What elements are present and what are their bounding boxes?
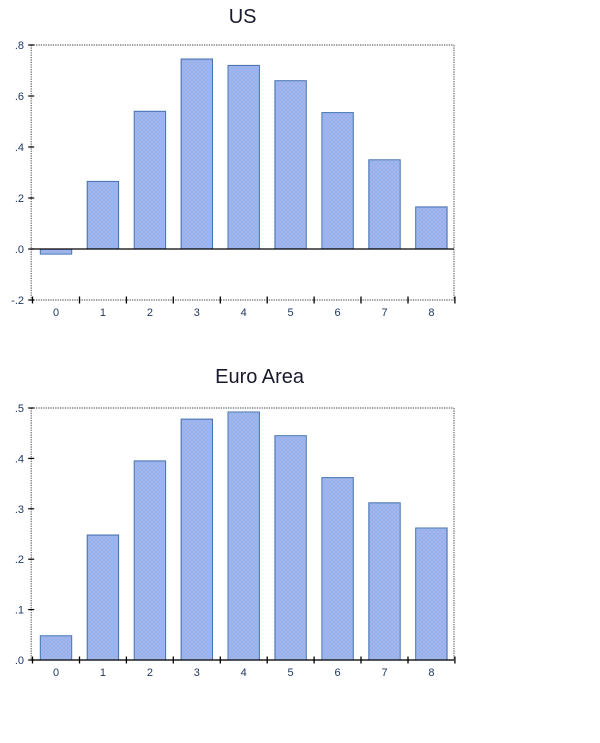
- svg-text:.2: .2: [15, 554, 24, 566]
- svg-text:.6: .6: [15, 91, 24, 103]
- svg-text:5: 5: [288, 307, 294, 319]
- svg-text:7: 7: [381, 307, 387, 319]
- svg-text:.0: .0: [15, 244, 24, 256]
- svg-text:2: 2: [147, 667, 153, 679]
- svg-text:.2: .2: [15, 193, 24, 205]
- svg-text:0: 0: [53, 667, 59, 679]
- svg-text:.1: .1: [15, 605, 24, 617]
- svg-text:3: 3: [194, 667, 200, 679]
- svg-text:0: 0: [53, 307, 59, 319]
- svg-text:.4: .4: [15, 453, 24, 465]
- svg-text:7: 7: [381, 667, 387, 679]
- svg-text:.4: .4: [15, 142, 24, 154]
- svg-text:US: US: [229, 6, 257, 28]
- svg-text:3: 3: [194, 307, 200, 319]
- svg-text:4: 4: [241, 307, 247, 319]
- svg-text:1: 1: [100, 667, 106, 679]
- svg-text:8: 8: [428, 307, 434, 319]
- svg-text:.0: .0: [15, 655, 24, 667]
- svg-text:1: 1: [100, 307, 106, 319]
- svg-text:Euro Area: Euro Area: [215, 366, 305, 388]
- svg-text:6: 6: [335, 667, 341, 679]
- svg-text:.8: .8: [15, 40, 24, 52]
- svg-text:5: 5: [288, 667, 294, 679]
- svg-text:.5: .5: [15, 403, 24, 415]
- svg-text:6: 6: [335, 307, 341, 319]
- svg-text:.3: .3: [15, 504, 24, 516]
- svg-text:-.2: -.2: [11, 295, 24, 307]
- svg-text:8: 8: [428, 667, 434, 679]
- svg-text:2: 2: [147, 307, 153, 319]
- svg-text:4: 4: [241, 667, 247, 679]
